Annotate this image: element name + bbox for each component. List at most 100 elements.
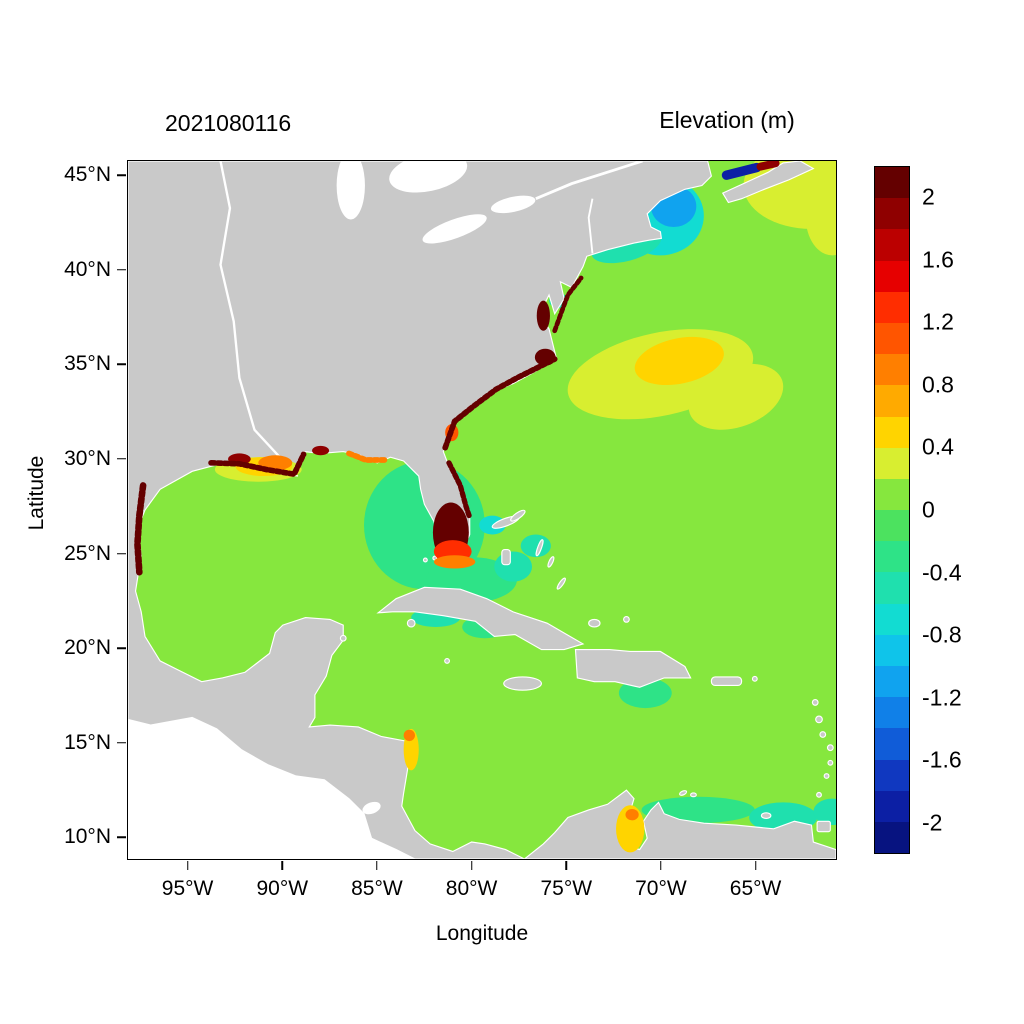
hudson-river xyxy=(587,198,594,254)
island-abaco xyxy=(510,509,526,522)
island-cayman xyxy=(444,657,450,664)
region-northeast-edge-high xyxy=(805,179,836,256)
land-masses xyxy=(128,161,836,859)
lake-michigan xyxy=(336,161,365,220)
colorbar-segment-1 xyxy=(875,198,909,230)
island-cat xyxy=(547,556,555,568)
island-cuba xyxy=(376,586,585,651)
region-bay-of-fundy-low xyxy=(721,162,762,180)
colorbar-segment-2 xyxy=(875,229,909,261)
region-louisiana-shelf-high-3 xyxy=(258,455,293,471)
colorbar-tick-labels: 2 1.6 1.2 0.8 0.4 0 -0.4 -0.8 -1.2 -1.6 -2 xyxy=(922,166,1017,854)
lake-nicaragua xyxy=(362,801,381,815)
y-tick-label-25: 25°N xyxy=(64,541,111,565)
island-curacao xyxy=(678,790,688,796)
y-tick-mark-45 xyxy=(117,174,126,176)
colorbar-title: Elevation (m) xyxy=(659,107,795,133)
colorbar-label-0.4: 0.4 xyxy=(922,433,954,460)
x-tick-mark--75 xyxy=(565,861,567,870)
y-tick-label-20: 20°N xyxy=(64,636,111,660)
colorbar xyxy=(874,166,910,854)
colorbar-segment-17 xyxy=(875,697,909,729)
colorbar-label--1.2: -1.2 xyxy=(922,684,962,711)
y-tick-label-35: 35°N xyxy=(64,352,111,376)
colorbar-segment-7 xyxy=(875,385,909,417)
island-andros xyxy=(501,549,511,566)
colorbar-label-2: 2 xyxy=(922,183,935,210)
island-margarita xyxy=(760,812,772,820)
island-hispaniola xyxy=(574,649,692,688)
region-mobile-bay-extreme xyxy=(312,445,330,456)
colorbar-label--2: -2 xyxy=(922,809,943,836)
region-tobago-low xyxy=(813,798,836,826)
colorbar-segment-20 xyxy=(875,790,909,822)
colorbar-label-0: 0 xyxy=(922,496,935,523)
region-bahamas-low-1 xyxy=(494,551,533,582)
island-turks xyxy=(623,616,630,623)
x-axis-title: Longitude xyxy=(435,922,529,945)
island-jamaica xyxy=(503,676,543,691)
colorbar-segment-16 xyxy=(875,666,909,698)
colorbar-segment-15 xyxy=(875,634,909,666)
x-tick-label--95: 95°W xyxy=(161,877,214,900)
colorbar-segment-18 xyxy=(875,728,909,760)
island-st-lucia xyxy=(827,759,834,766)
x-tick-mark--95 xyxy=(186,861,189,870)
colorbar-segment-9 xyxy=(875,447,909,479)
x-tick-mark--65 xyxy=(754,861,757,870)
x-tick-label--80: 80°W xyxy=(445,877,498,900)
region-florida-panhandle-speckles xyxy=(346,450,388,463)
x-axis-ticks: 95°W 90°W 85°W 80°W 75°W 70°W 65°W xyxy=(127,861,837,907)
region-southeast-coast-speckles xyxy=(442,356,558,451)
colorbar-segment-8 xyxy=(875,416,909,448)
island-martinique xyxy=(826,744,834,752)
island-cozumel xyxy=(339,634,347,642)
colorbar-label-1.2: 1.2 xyxy=(922,308,954,335)
region-florida-keys-high xyxy=(433,555,476,569)
mississippi-river xyxy=(219,161,290,468)
colorbar-segment-4 xyxy=(875,291,909,323)
region-midatlantic-coast-speckles xyxy=(552,275,584,334)
island-bonaire xyxy=(690,792,697,798)
land-north-central-america xyxy=(128,161,836,859)
region-gulf-stream-south-lobe xyxy=(688,363,784,430)
region-florida-east-coast-speckles xyxy=(446,460,473,521)
x-tick-label--70: 70°W xyxy=(635,877,687,900)
island-eleuthera xyxy=(535,539,544,557)
colorbar-segment-21 xyxy=(875,821,909,854)
pacific-no-data-region xyxy=(128,717,415,859)
colorbar-gradient xyxy=(875,167,909,854)
colorbar-label-0.8: 0.8 xyxy=(922,371,954,398)
y-axis-ticks: 45°N 40°N 35°N 30°N 25°N 20°N 15°N 10°N xyxy=(0,160,126,860)
region-gulf-coast-speckles xyxy=(208,451,307,478)
st-lawrence-river xyxy=(535,161,643,201)
region-nicaragua-coast-high-core xyxy=(403,729,415,742)
coastal-elevation-anomalies xyxy=(134,161,780,853)
x-tick-mark--85 xyxy=(376,861,378,870)
island-grenada xyxy=(816,791,822,798)
y-tick-mark-10 xyxy=(117,836,126,839)
x-tick-mark--80 xyxy=(470,861,473,870)
region-gulf-stream-warm-core xyxy=(634,336,724,386)
x-tick-label--65: 65°W xyxy=(729,877,782,900)
colorbar-segment-5 xyxy=(875,322,909,355)
florida-keys-3 xyxy=(422,557,428,563)
region-minas-basin-high xyxy=(756,161,780,171)
y-tick-mark-20 xyxy=(117,647,126,649)
y-tick-mark-30 xyxy=(117,458,126,460)
map-plot-area xyxy=(127,160,837,860)
x-tick-mark--70 xyxy=(660,861,662,870)
colorbar-segment-11 xyxy=(875,510,909,542)
land-nova-scotia xyxy=(721,161,815,204)
island-virgin xyxy=(751,675,758,682)
lake-ontario xyxy=(490,195,536,214)
lakes-and-rivers xyxy=(219,161,643,815)
colorbar-label-1.6: 1.6 xyxy=(922,246,954,273)
y-tick-label-15: 15°N xyxy=(64,730,111,754)
colorbar-segment-12 xyxy=(875,541,909,573)
colorbar-label--0.8: -0.8 xyxy=(922,621,962,648)
x-tick-label--85: 85°W xyxy=(351,877,403,900)
colorbar-segment-14 xyxy=(875,603,909,635)
region-texas-coast-speckles xyxy=(134,482,147,576)
y-tick-mark-35 xyxy=(117,363,126,366)
